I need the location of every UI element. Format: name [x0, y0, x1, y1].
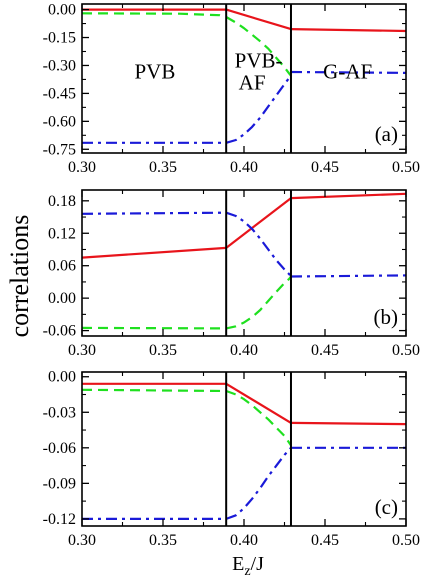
- y-tick-label: -0.30: [43, 57, 76, 74]
- panel-label: (b): [374, 305, 399, 329]
- y-tick-label: 0.00: [48, 2, 76, 19]
- x-tick-label: 0.30: [68, 532, 96, 549]
- panel-label: (a): [375, 122, 398, 146]
- panel-1: 0.30 0.35 0.40 0.45 0.50 0.00 -0.15 -0.30 -0.45 -…: [43, 2, 420, 176]
- series-green-line-seg-2: [225, 275, 292, 330]
- series-blue-line-seg-3: [290, 70, 407, 74]
- y-tick-label: 0.06: [48, 258, 76, 275]
- series-blue-line-seg-2: [225, 74, 292, 144]
- y-tick-label: 0.00: [48, 290, 76, 307]
- series-green-line-seg-1: [81, 388, 227, 393]
- plot-frame: [81, 189, 407, 337]
- series-red-line-seg-2: [225, 382, 292, 424]
- y-tick-label: 0.00: [48, 369, 76, 386]
- x-tick-label: 0.50: [392, 159, 420, 176]
- panel-2: 0.30 0.35 0.40 0.45 0.50 0.18 0.12 0.06 0.00 -0.0…: [43, 189, 420, 359]
- series-blue-line-seg-2: [225, 211, 292, 278]
- series-green-line-seg-2: [225, 389, 292, 447]
- x-tick-label: 0.45: [311, 159, 339, 176]
- y-tick-label: -0.09: [43, 475, 76, 492]
- y-axis-title: correlations: [5, 215, 34, 338]
- x-tick-label: 0.35: [149, 532, 177, 549]
- x-tick-label: 0.40: [230, 159, 258, 176]
- x-axis-title-main: E: [232, 553, 244, 575]
- series-green-line-seg-2: [225, 16, 292, 77]
- series-red-line-seg-3: [290, 192, 407, 200]
- panel-label: (c): [375, 495, 398, 519]
- y-tick-label: -0.12: [43, 511, 76, 528]
- region-label: PVB: [134, 60, 175, 84]
- x-tick-label: 0.45: [311, 342, 339, 359]
- x-axis-title-sub: z: [244, 564, 250, 579]
- y-tick-label: -0.45: [43, 85, 76, 102]
- y-tick-label: 0.18: [48, 193, 76, 210]
- x-tick-label: 0.30: [68, 159, 96, 176]
- region-label: AF: [239, 71, 266, 95]
- series-green-line-seg-1: [81, 12, 227, 19]
- x-tick-label: 0.50: [392, 532, 420, 549]
- x-tick-label: 0.35: [149, 342, 177, 359]
- y-tick-label: -0.60: [43, 113, 76, 130]
- y-tick-label: -0.15: [43, 30, 76, 47]
- x-tick-label: 0.40: [230, 342, 258, 359]
- series-red-line-seg-1: [81, 246, 227, 259]
- region-label: G-AF: [323, 60, 372, 84]
- y-tick-label: -0.06: [43, 323, 76, 340]
- x-tick-label: 0.45: [311, 532, 339, 549]
- x-axis-title: Ez/J: [232, 553, 264, 579]
- series-red-line-seg-2: [225, 8, 292, 31]
- series-blue-line-seg-3: [290, 274, 407, 278]
- series-red-line-seg-3: [290, 421, 407, 426]
- x-tick-label: 0.40: [230, 532, 258, 549]
- series-blue-line-seg-1: [81, 211, 227, 215]
- y-tick-label: -0.03: [43, 404, 76, 421]
- x-tick-label: 0.35: [149, 159, 177, 176]
- series-blue-line-seg-2: [225, 447, 292, 520]
- y-tick-label: 0.12: [48, 225, 76, 242]
- series-green-line-seg-1: [81, 326, 227, 330]
- panel-3: 0.30 0.35 0.40 0.45 0.50 0.00 -0.03 -0.06 -0.09 -…: [43, 369, 420, 549]
- y-tick-label: -0.75: [43, 141, 76, 158]
- x-axis-title-tail: /J: [251, 553, 265, 575]
- y-tick-label: -0.06: [43, 440, 76, 457]
- x-tick-label: 0.50: [392, 342, 420, 359]
- series-red-line-seg-2: [225, 197, 292, 249]
- region-label: PVB-: [235, 48, 283, 72]
- x-tick-label: 0.30: [68, 342, 96, 359]
- series-red-line-seg-3: [290, 28, 407, 33]
